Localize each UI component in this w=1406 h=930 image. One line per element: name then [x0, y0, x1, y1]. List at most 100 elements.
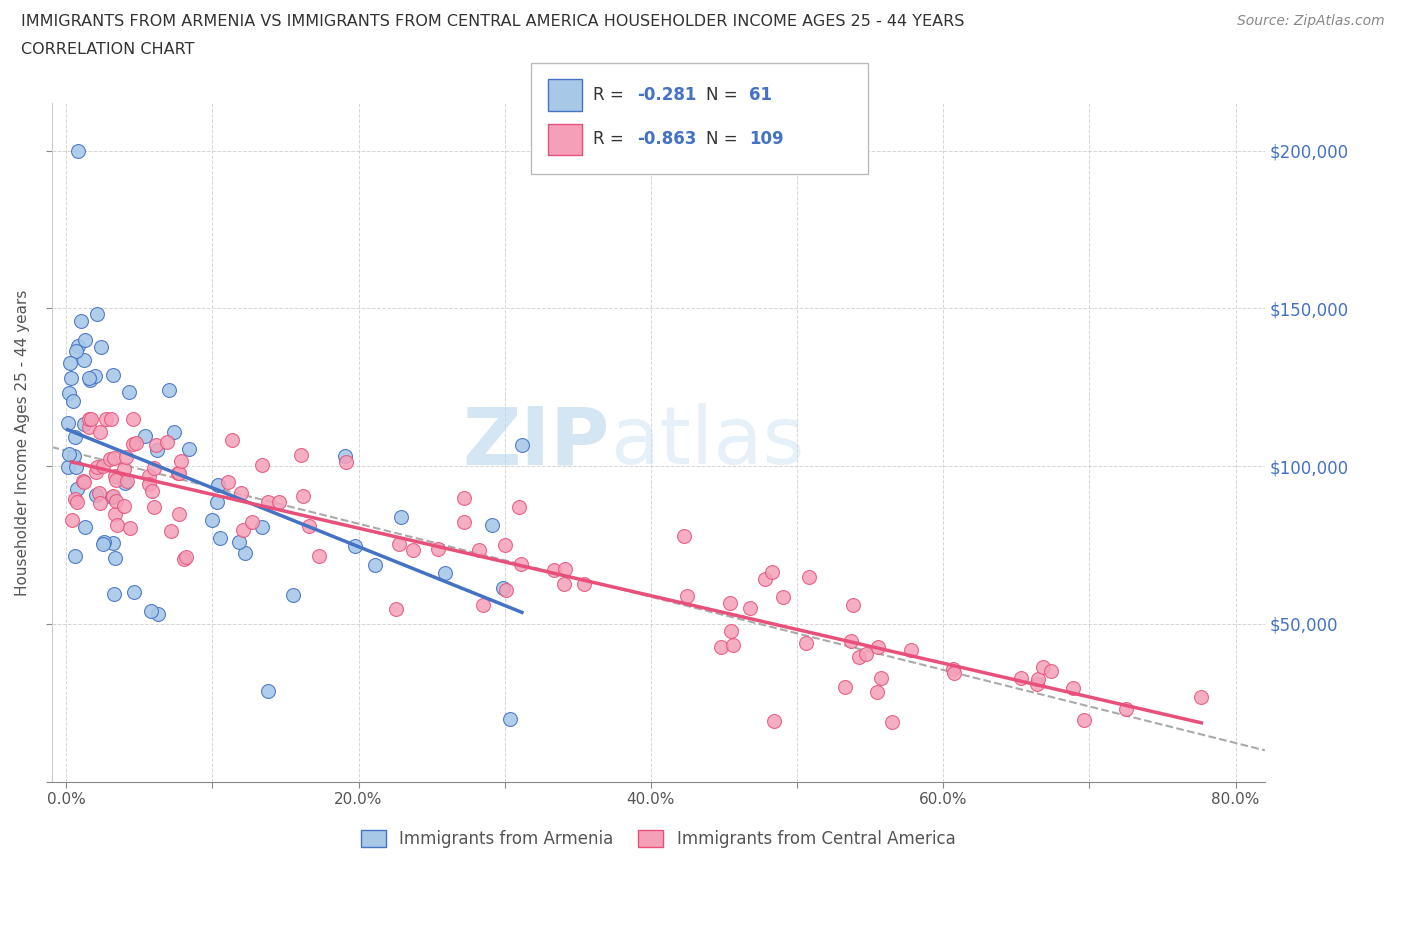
Point: [77, 411, 100, 426]
Point: [281, 588, 304, 603]
Point: [86, 459, 108, 474]
Point: [66, 495, 89, 510]
Point: [167, 465, 190, 480]
Point: [63, 549, 86, 564]
Point: [672, 529, 695, 544]
Point: [79, 373, 101, 388]
Point: [866, 684, 889, 699]
Point: [101, 489, 124, 504]
Point: [256, 684, 278, 698]
Text: 61: 61: [749, 86, 772, 104]
Point: [86, 306, 108, 321]
Point: [146, 443, 169, 458]
Point: [943, 666, 966, 681]
Point: [134, 428, 156, 443]
Point: [112, 461, 135, 476]
Point: [103, 587, 125, 602]
Point: [114, 475, 136, 490]
Point: [333, 448, 356, 463]
Point: [79, 370, 101, 385]
Point: [870, 671, 893, 685]
Point: [122, 585, 145, 600]
Point: [209, 531, 232, 546]
Point: [1062, 681, 1084, 696]
Point: [754, 572, 776, 587]
Point: [177, 442, 200, 457]
Point: [468, 543, 491, 558]
Point: [761, 565, 783, 579]
Point: [772, 590, 794, 604]
Point: [91, 537, 114, 551]
Point: [94, 411, 117, 426]
Point: [232, 523, 254, 538]
Point: [543, 563, 565, 578]
Text: Source: ZipAtlas.com: Source: ZipAtlas.com: [1237, 14, 1385, 28]
Point: [84, 368, 107, 383]
Point: [63, 449, 86, 464]
Point: [65, 482, 87, 497]
Point: [942, 661, 965, 676]
Point: [84, 488, 107, 503]
Point: [231, 486, 253, 501]
Point: [58, 446, 80, 461]
Point: [121, 411, 143, 426]
Point: [167, 507, 190, 522]
Point: [880, 714, 903, 729]
Point: [900, 643, 922, 658]
Point: [794, 636, 817, 651]
Text: IMMIGRANTS FROM ARMENIA VS IMMIGRANTS FROM CENTRAL AMERICA HOUSEHOLDER INCOME AG: IMMIGRANTS FROM ARMENIA VS IMMIGRANTS FR…: [21, 14, 965, 29]
Text: N =: N =: [706, 130, 742, 149]
Point: [101, 367, 124, 382]
Text: CORRELATION CHART: CORRELATION CHART: [21, 42, 194, 57]
Point: [63, 491, 86, 506]
Point: [217, 475, 239, 490]
Point: [855, 646, 877, 661]
Point: [73, 333, 96, 348]
Point: [291, 489, 314, 504]
Point: [73, 417, 96, 432]
Point: [335, 455, 357, 470]
Point: [77, 419, 100, 434]
Point: [554, 562, 576, 577]
Point: [257, 495, 280, 510]
Point: [141, 484, 163, 498]
Point: [453, 514, 475, 529]
Point: [91, 459, 114, 474]
Point: [166, 466, 188, 481]
Point: [157, 382, 180, 397]
Point: [170, 453, 193, 468]
Point: [510, 437, 533, 452]
Point: [308, 549, 330, 564]
Point: [221, 432, 243, 447]
Point: [145, 437, 167, 452]
Point: [112, 499, 135, 514]
Point: [121, 436, 143, 451]
Point: [89, 496, 111, 511]
Point: [72, 473, 94, 488]
Point: [156, 435, 179, 450]
Point: [174, 550, 197, 565]
Point: [553, 577, 575, 591]
Point: [834, 680, 856, 695]
Point: [388, 537, 411, 551]
Point: [842, 597, 865, 612]
Point: [120, 521, 142, 536]
Point: [60, 512, 83, 527]
Point: [495, 583, 517, 598]
Point: [103, 551, 125, 565]
Text: -0.281: -0.281: [637, 86, 696, 104]
Point: [453, 491, 475, 506]
Point: [80, 411, 103, 426]
Point: [105, 517, 128, 532]
Point: [509, 556, 531, 571]
Text: R =: R =: [593, 86, 630, 104]
Point: [73, 352, 96, 367]
Point: [93, 535, 115, 550]
Point: [125, 435, 148, 450]
Point: [839, 633, 862, 648]
Point: [235, 545, 257, 560]
Point: [1026, 671, 1049, 686]
Point: [402, 542, 425, 557]
Point: [240, 515, 263, 530]
Point: [720, 624, 742, 639]
